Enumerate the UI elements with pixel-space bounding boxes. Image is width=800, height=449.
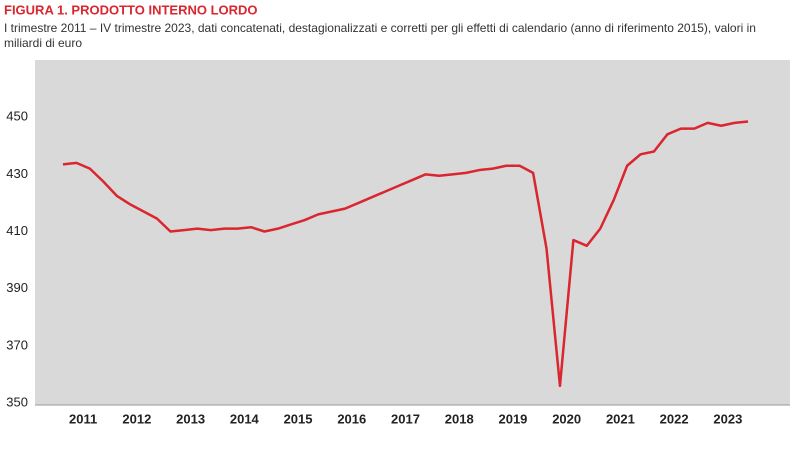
subtitle-box: I trimestre 2011 – IV trimestre 2023, da… (4, 21, 756, 50)
chart-subtitle: I trimestre 2011 – IV trimestre 2023, da… (4, 21, 756, 50)
x-tick-label: 2015 (284, 411, 313, 426)
x-tick-label: 2020 (552, 411, 581, 426)
y-tick-label: 450 (6, 109, 28, 124)
y-tick-label: 350 (6, 394, 28, 409)
x-tick-label: 2014 (230, 411, 260, 426)
x-tick-label: 2023 (713, 411, 742, 426)
x-tick-label: 2021 (606, 411, 635, 426)
x-tick-label: 2012 (122, 411, 151, 426)
x-tick-label: 2016 (337, 411, 366, 426)
x-tick-label: 2011 (69, 411, 97, 426)
gdp-line (62, 120, 749, 388)
y-tick-label: 390 (6, 280, 28, 295)
x-tick-label: 2019 (498, 411, 527, 426)
y-tick-label: 410 (6, 223, 28, 238)
x-tick-label: 2018 (445, 411, 474, 426)
y-tick-label: 430 (6, 166, 28, 181)
y-tick-label: 370 (6, 337, 28, 352)
x-tick-label: 2017 (391, 411, 420, 426)
chart-title: FIGURA 1. PRODOTTO INTERNO LORDO (4, 2, 258, 17)
x-tick-label: 2022 (660, 411, 689, 426)
plot-area (35, 60, 790, 405)
x-tick-label: 2013 (176, 411, 205, 426)
